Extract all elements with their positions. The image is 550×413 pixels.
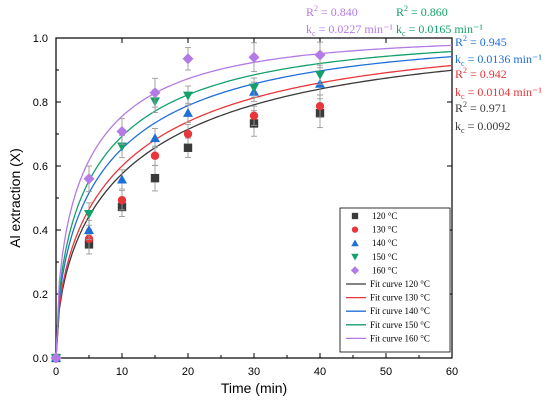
data-point: [84, 225, 94, 234]
x-tick-label: 10: [116, 366, 128, 378]
data-point: [248, 51, 260, 63]
legend-marker: [351, 253, 359, 261]
data-point: [150, 133, 160, 143]
data-point: [117, 174, 127, 184]
legend-marker: [350, 266, 360, 275]
data-point: [249, 83, 259, 93]
x-tick-label: 0: [53, 366, 59, 378]
legend-box: [339, 207, 451, 353]
y-tick-label: 0.0: [33, 353, 48, 365]
legend-fit-label: Fit curve 160 °C: [370, 333, 430, 343]
legend-fit-label: Fit curve 130 °C: [370, 293, 430, 303]
legend-marker: [351, 239, 359, 247]
y-axis-title: Al extraction (X): [7, 148, 23, 248]
kc-annotation: kc = 0.0227 min⁻¹: [306, 22, 393, 38]
data-point: [183, 91, 193, 101]
legend-marker: [351, 212, 359, 220]
x-tick-label: 30: [248, 366, 260, 378]
r2-annotation: R2 = 0.860: [396, 4, 448, 19]
data-point: [83, 173, 95, 185]
data-point: [117, 142, 127, 152]
legend-marker: [351, 226, 359, 233]
x-axis-title: Time (min): [221, 380, 287, 396]
legend-label: 160 °C: [372, 265, 397, 275]
x-tick-label: 40: [314, 366, 326, 378]
data-point: [183, 107, 193, 117]
data-point: [183, 143, 193, 152]
legend-fit-label: Fit curve 140 °C: [370, 306, 430, 316]
legend-label: 120 °C: [372, 211, 397, 221]
x-tick-label: 60: [446, 366, 458, 378]
data-point: [150, 173, 160, 183]
legend-label: 150 °C: [372, 252, 397, 262]
data-point: [315, 101, 325, 111]
y-tick-label: 0.2: [33, 289, 48, 301]
r2-annotation: R2 = 0.942: [455, 66, 507, 81]
legend-fit-label: Fit curve 150 °C: [370, 320, 430, 330]
y-tick-label: 0.6: [33, 161, 48, 173]
data-point: [84, 210, 94, 219]
data-point: [50, 352, 62, 364]
y-tick-label: 1.0: [33, 33, 48, 45]
kc-annotation: kc = 0.0104 min⁻¹: [455, 85, 542, 101]
legend-label: 140 °C: [372, 238, 397, 248]
kc-annotation: kc = 0.0136 min⁻¹: [455, 52, 542, 68]
r2-annotation: R2 = 0.945: [455, 34, 507, 49]
data-point: [314, 49, 326, 61]
x-tick-label: 50: [380, 366, 392, 378]
data-point: [182, 53, 194, 65]
x-tick-label: 20: [182, 366, 194, 378]
data-point: [249, 111, 259, 120]
data-point: [150, 151, 160, 160]
legend-label: 130 °C: [372, 225, 397, 235]
data-point: [183, 129, 193, 139]
legend-fit-label: Fit curve 120 °C: [370, 279, 430, 289]
data-point: [315, 70, 325, 80]
kc-annotation: kc = 0.0165 min⁻¹: [396, 22, 483, 38]
y-tick-label: 0.4: [33, 225, 48, 237]
data-point: [149, 87, 161, 99]
y-tick-label: 0.8: [33, 97, 48, 109]
data-point: [116, 125, 128, 137]
data-point: [117, 196, 127, 205]
r2-annotation: R2 = 0.971: [455, 100, 507, 115]
r2-annotation: R2 = 0.840: [306, 4, 358, 19]
kc-annotation: kc = 0.0092: [455, 119, 510, 135]
